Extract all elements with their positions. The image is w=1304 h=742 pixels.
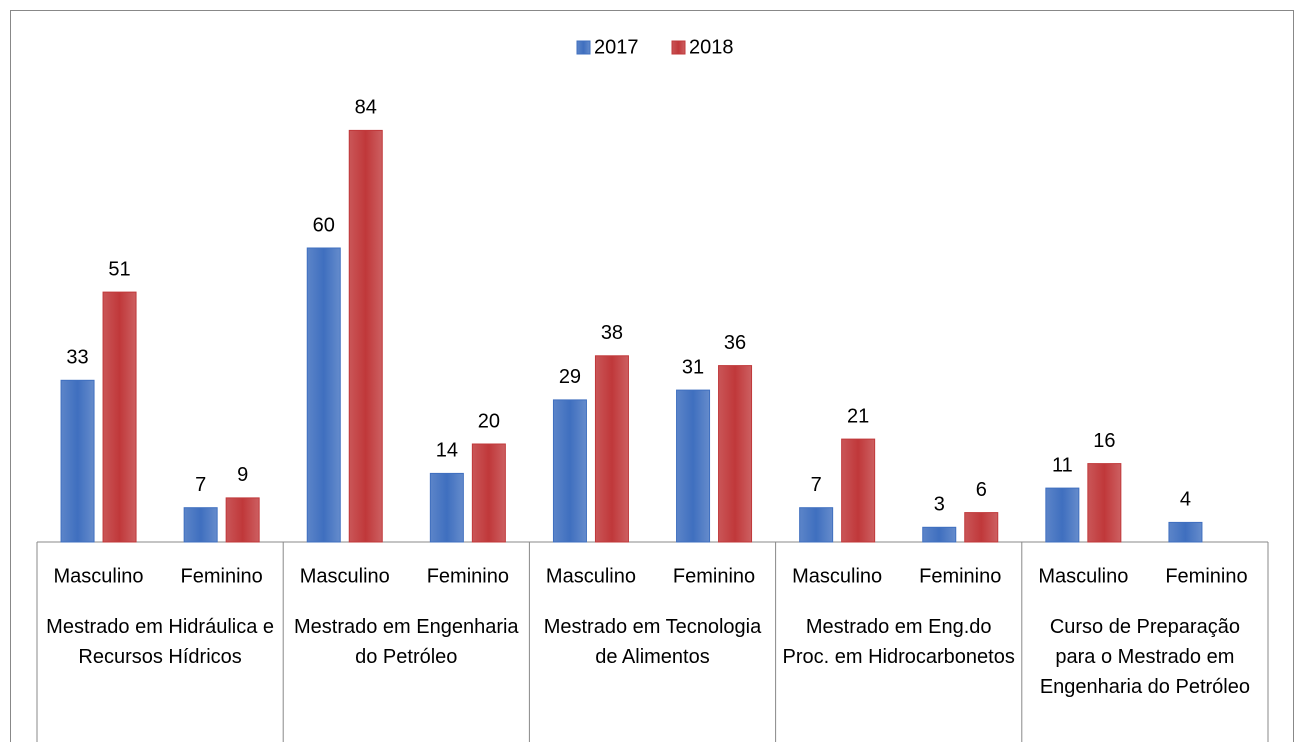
data-label: 31 [682, 356, 704, 378]
data-label: 7 [811, 474, 822, 496]
group-label: Curso de Preparação para o Mestrado em E… [1039, 616, 1250, 698]
data-label: 14 [436, 440, 458, 462]
chart-border [10, 10, 1294, 742]
legend-marker [671, 40, 686, 55]
bar [922, 526, 957, 543]
bar [429, 472, 464, 543]
data-label: 7 [195, 474, 206, 496]
bar [718, 365, 753, 543]
group-label: Mestrado em Hidráulica e Recursos Hídric… [46, 616, 275, 668]
x-tick-label: Feminino [1165, 565, 1247, 587]
bar [594, 355, 629, 543]
data-label: 4 [1180, 489, 1191, 511]
group-label: Mestrado em Tecnologia de Alimentos [543, 616, 762, 668]
bar [348, 129, 383, 543]
data-label: 9 [237, 464, 248, 486]
data-label: 36 [724, 332, 746, 354]
data-label: 21 [847, 405, 869, 427]
data-label: 60 [313, 214, 335, 236]
x-tick-label: Feminino [919, 565, 1001, 587]
x-tick-label: Masculino [1038, 565, 1128, 587]
legend-label: 2017 [594, 36, 639, 58]
data-label: 6 [976, 479, 987, 501]
bar [306, 247, 341, 543]
data-label: 38 [601, 322, 623, 344]
bar [471, 443, 506, 543]
group-label: Mestrado em Eng.do Proc. em Hidrocarbone… [782, 616, 1015, 668]
bar [799, 507, 834, 543]
data-label: 11 [1052, 454, 1073, 476]
bar [1045, 487, 1080, 543]
bar [183, 507, 218, 543]
bar [1168, 521, 1203, 543]
x-tick-label: Feminino [427, 565, 509, 587]
data-label: 84 [355, 97, 377, 119]
x-tick-label: Feminino [181, 565, 263, 587]
bar [964, 512, 999, 543]
data-label: 51 [108, 258, 130, 280]
bar [841, 438, 876, 543]
data-label: 20 [478, 410, 500, 432]
group-label: Mestrado em Engenharia do Petróleo [293, 616, 519, 668]
x-tick-label: Masculino [54, 565, 144, 587]
bar [1087, 463, 1122, 543]
legend-label: 2018 [689, 36, 734, 58]
bar [225, 497, 260, 543]
data-label: 16 [1093, 430, 1115, 452]
x-tick-label: Masculino [546, 565, 636, 587]
x-tick-label: Masculino [300, 565, 390, 587]
data-label: 33 [66, 347, 88, 369]
legend-marker [576, 40, 591, 55]
bar [102, 291, 137, 543]
x-tick-label: Feminino [673, 565, 755, 587]
bar [676, 389, 711, 543]
bar [60, 379, 95, 543]
bar [552, 399, 587, 543]
x-tick-label: Masculino [792, 565, 882, 587]
data-label: 29 [559, 366, 581, 388]
data-label: 3 [934, 494, 945, 516]
